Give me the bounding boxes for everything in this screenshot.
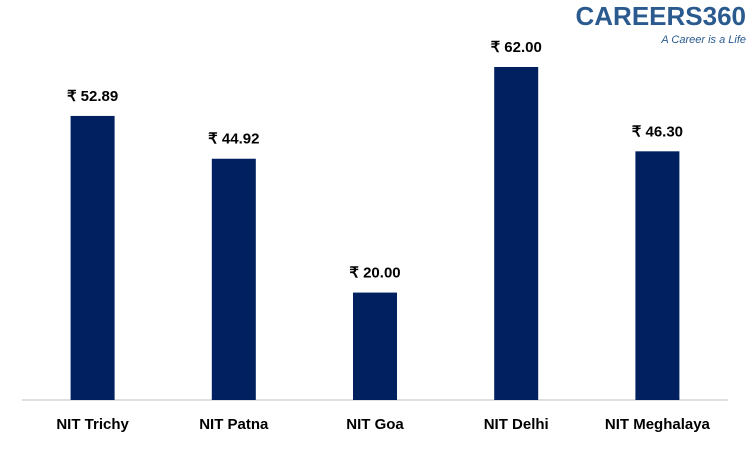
logo-brand: CAREERS360 [575,1,746,31]
value-label: ₹ 20.00 [349,265,400,282]
bar [211,158,256,400]
value-label: ₹ 52.89 [67,88,118,105]
bar [494,67,539,400]
x-tick-label: NIT Goa [346,416,404,433]
x-tick-label: NIT Meghalaya [605,416,711,433]
logo-tagline: A Career is a Life [660,34,746,46]
bar [635,151,680,400]
value-label: ₹ 46.30 [632,123,683,140]
x-tick-label: NIT Trichy [56,416,129,433]
value-label: ₹ 44.92 [208,131,259,148]
x-tick-label: NIT Patna [199,416,269,433]
value-label: ₹ 62.00 [491,39,542,56]
x-tick-label: NIT Delhi [484,416,549,433]
bar [70,115,115,401]
bar [353,292,397,400]
